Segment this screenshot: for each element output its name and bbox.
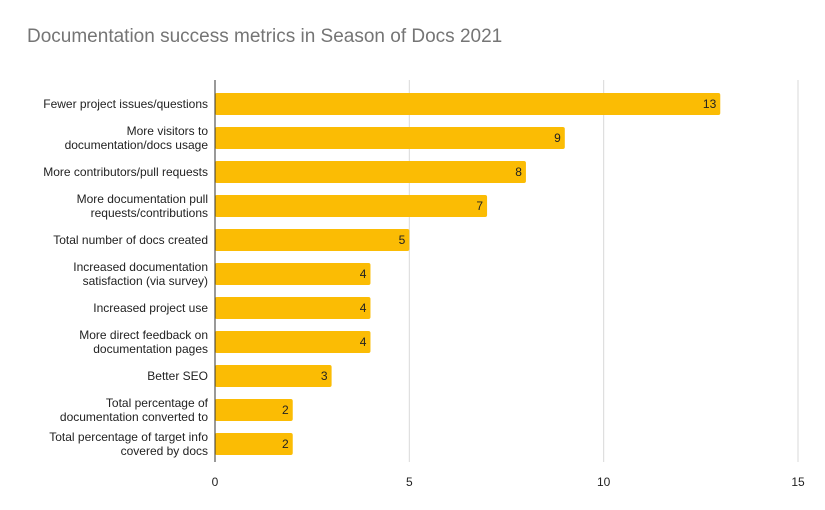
data-label: 9 bbox=[554, 131, 561, 145]
x-tick-label: 0 bbox=[212, 475, 219, 489]
bar bbox=[215, 399, 293, 421]
category-label: Total percentage of documentation convert… bbox=[60, 396, 209, 424]
data-label: 2 bbox=[282, 437, 289, 451]
bar bbox=[215, 365, 332, 387]
bar bbox=[215, 229, 410, 251]
data-label: 7 bbox=[476, 199, 483, 213]
data-label: 8 bbox=[515, 165, 522, 179]
category-label: More documentation pull requests/contribu… bbox=[77, 192, 208, 220]
bar bbox=[215, 331, 371, 353]
data-label: 3 bbox=[321, 369, 328, 383]
chart-title: Documentation success metrics in Season … bbox=[27, 26, 503, 47]
x-tick-label: 5 bbox=[406, 475, 413, 489]
category-label: Fewer project issues/questions bbox=[43, 97, 208, 111]
bar bbox=[215, 433, 293, 455]
data-label: 2 bbox=[282, 403, 289, 417]
data-label: 4 bbox=[360, 301, 367, 315]
bar bbox=[215, 297, 371, 319]
x-tick-label: 15 bbox=[791, 475, 805, 489]
category-label: More direct feedback on documentation pag… bbox=[79, 328, 208, 356]
category-label: Better SEO bbox=[147, 369, 208, 383]
bar bbox=[215, 93, 721, 115]
data-label: 4 bbox=[360, 335, 367, 349]
data-label: 5 bbox=[399, 233, 406, 247]
category-label: More contributors/pull requests bbox=[43, 165, 208, 179]
bar bbox=[215, 263, 371, 285]
category-label: Increased project use bbox=[93, 301, 208, 315]
category-label: Total percentage of target info covered b… bbox=[49, 430, 208, 458]
bar bbox=[215, 127, 565, 149]
bar bbox=[215, 195, 488, 217]
category-label: Increased documentation satisfaction (via… bbox=[73, 260, 208, 288]
x-tick-label: 10 bbox=[597, 475, 611, 489]
category-label: Total number of docs created bbox=[53, 233, 208, 247]
bar bbox=[215, 161, 526, 183]
data-label: 13 bbox=[703, 97, 717, 111]
data-label: 4 bbox=[360, 267, 367, 281]
category-label: More visitors to documentation/docs usage bbox=[65, 124, 209, 152]
